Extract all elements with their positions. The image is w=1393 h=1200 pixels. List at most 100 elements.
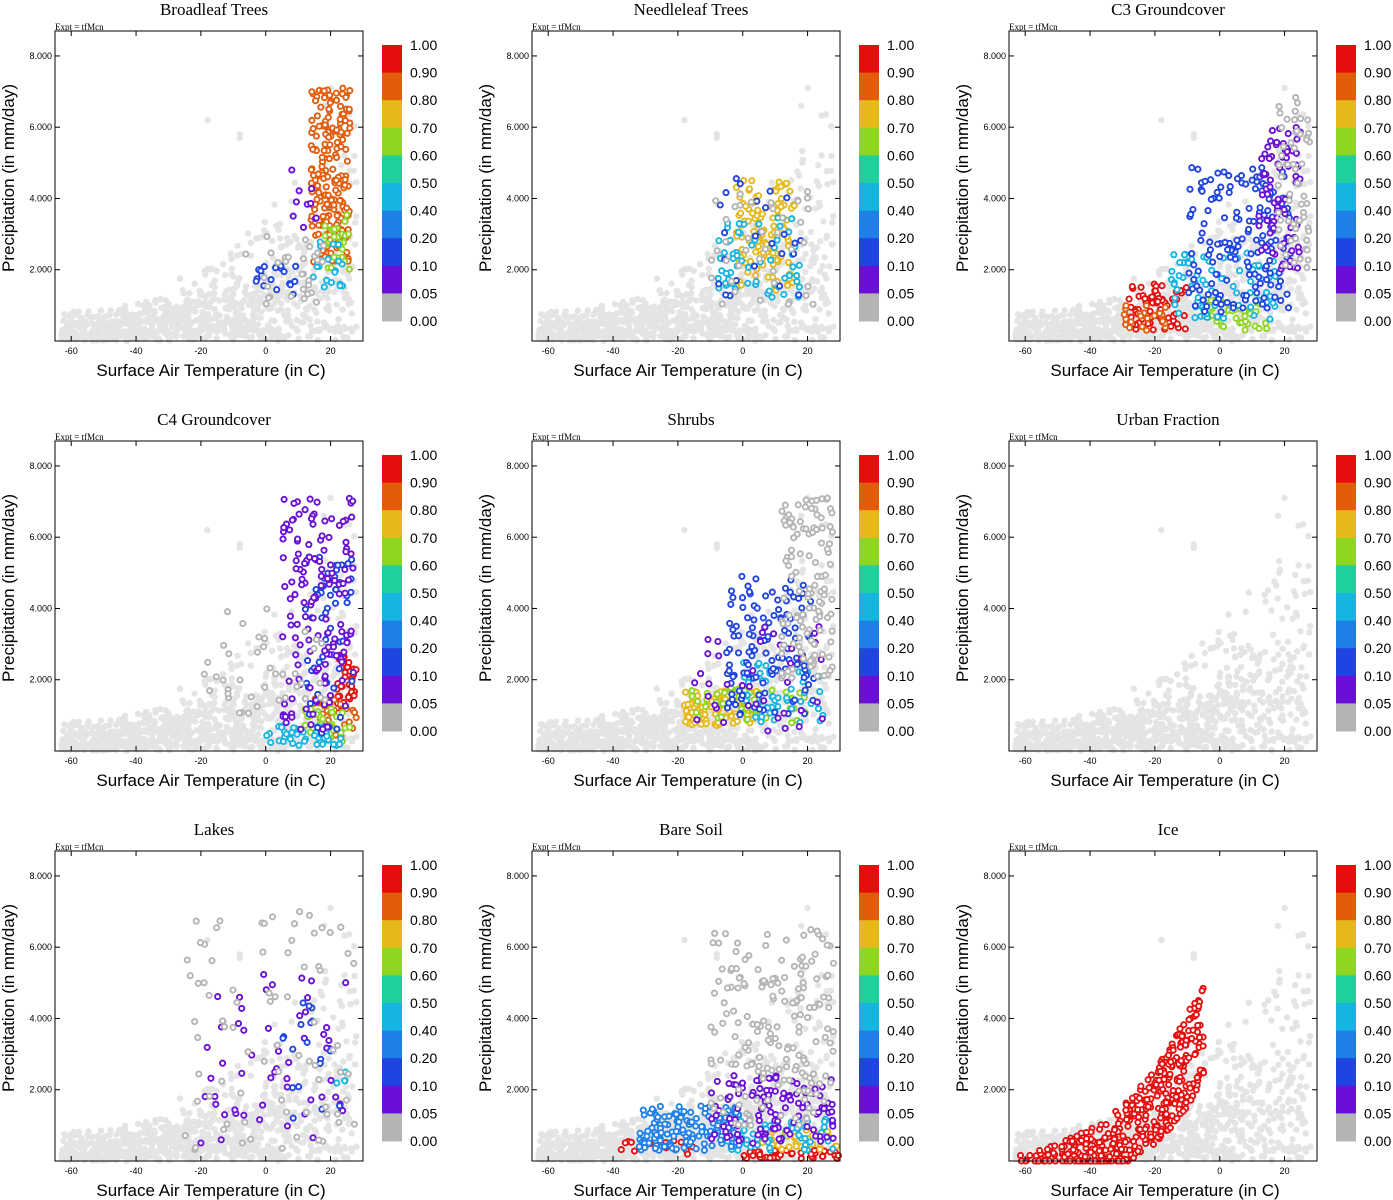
- background-point: [537, 317, 544, 325]
- background-point: [107, 324, 114, 331]
- data-point: [1260, 170, 1268, 178]
- data-point: [267, 276, 275, 284]
- background-point: [815, 161, 822, 169]
- background-point: [812, 205, 819, 212]
- data-point: [260, 263, 268, 271]
- background-point: [268, 647, 276, 654]
- background-point: [107, 734, 114, 741]
- background-point: [1020, 314, 1028, 322]
- background-point: [233, 252, 241, 259]
- data-point: [1284, 304, 1293, 312]
- background-point: [249, 291, 256, 298]
- background-point: [314, 336, 321, 344]
- colorbar-label: 0.60: [887, 147, 914, 163]
- data-point: [800, 239, 808, 247]
- background-point: [1281, 84, 1288, 92]
- data-point: [1263, 190, 1272, 198]
- colorbar-swatch: [1336, 72, 1356, 101]
- background-point: [348, 328, 356, 335]
- data-point: [1285, 197, 1293, 205]
- data-point: [1295, 216, 1304, 224]
- background-point: [338, 161, 345, 169]
- data-point: [325, 133, 333, 141]
- background-point: [771, 327, 778, 334]
- background-point: [1242, 198, 1249, 205]
- background-point: [340, 333, 347, 341]
- data-point: [1304, 256, 1312, 264]
- data-point: [720, 249, 728, 257]
- data-point: [1263, 276, 1271, 284]
- background-point: [1232, 333, 1240, 340]
- background-point: [86, 332, 94, 339]
- background-point: [273, 707, 280, 714]
- background-point: [348, 738, 356, 745]
- background-point: [268, 317, 275, 324]
- colorbar-swatch: [859, 265, 879, 294]
- background-point: [312, 674, 319, 681]
- background-point: [332, 336, 339, 344]
- background-point: [1040, 332, 1048, 339]
- background-point: [196, 287, 203, 294]
- background-point: [243, 733, 251, 741]
- data-point: [262, 300, 270, 308]
- data-point: [280, 268, 288, 276]
- data-point: [344, 230, 353, 238]
- background-point: [822, 295, 830, 303]
- data-point: [786, 187, 794, 195]
- colorbar-label: 0.00: [1364, 313, 1391, 329]
- background-point: [228, 730, 236, 737]
- background-point: [60, 333, 67, 340]
- background-point: [234, 652, 241, 659]
- background-point: [142, 738, 149, 745]
- data-point: [1291, 107, 1299, 115]
- data-point: [1146, 307, 1154, 315]
- data-point: [1232, 214, 1240, 222]
- data-point: [1266, 315, 1274, 323]
- data-point: [1176, 258, 1184, 267]
- background-point: [194, 302, 201, 309]
- data-point: [1188, 164, 1196, 172]
- background-point: [291, 232, 298, 239]
- background-point: [130, 325, 137, 332]
- data-point: [1251, 270, 1259, 278]
- data-point: [1298, 160, 1306, 168]
- colorbar-swatch: [382, 45, 402, 74]
- data-point: [312, 214, 320, 222]
- background-point: [1067, 336, 1074, 344]
- background-point: [1305, 123, 1312, 130]
- background-point: [211, 277, 218, 284]
- data-point: [1264, 143, 1272, 151]
- background-point: [590, 311, 597, 318]
- data-point: [1284, 217, 1292, 225]
- background-point: [817, 333, 824, 341]
- data-point: [318, 258, 326, 266]
- data-point: [1194, 267, 1202, 275]
- background-point: [168, 314, 176, 322]
- background-point: [726, 317, 733, 324]
- background-point: [139, 333, 146, 340]
- background-point: [741, 305, 749, 312]
- background-point: [1183, 300, 1191, 308]
- background-point: [690, 335, 697, 342]
- background-point: [1291, 328, 1298, 335]
- background-point: [1290, 278, 1298, 285]
- data-point: [1233, 289, 1241, 297]
- background-point: [1239, 276, 1247, 284]
- background-point: [278, 681, 285, 689]
- data-point: [1252, 236, 1261, 244]
- data-point: [336, 102, 345, 110]
- data-point: [752, 277, 760, 286]
- data-point: [315, 122, 323, 130]
- background-point: [338, 571, 345, 579]
- data-point: [321, 232, 329, 240]
- background-point: [153, 336, 160, 343]
- background-point: [170, 719, 177, 726]
- data-point: [1266, 269, 1274, 277]
- background-point: [1224, 331, 1231, 339]
- background-point: [255, 300, 262, 308]
- background-point: [808, 241, 815, 248]
- data-point: [1217, 183, 1225, 191]
- data-point: [1241, 312, 1249, 320]
- background-point: [663, 289, 670, 297]
- background-point: [125, 744, 132, 751]
